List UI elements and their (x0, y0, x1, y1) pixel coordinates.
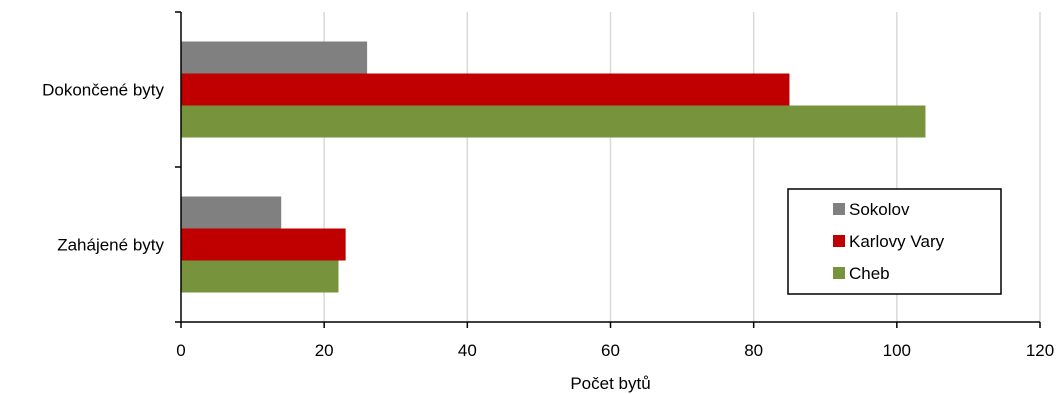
legend-swatch (833, 267, 845, 279)
x-tick-label: 60 (601, 341, 620, 360)
legend-box (787, 188, 1002, 295)
x-axis-title: Počet bytů (570, 374, 650, 393)
legend-label: Karlovy Vary (849, 232, 945, 251)
bar-cheb (181, 105, 926, 138)
bar-karlovy-vary (181, 73, 790, 106)
category-label: Zahájené byty (57, 236, 164, 255)
category-labels: Dokončené byty Zahájené byty (42, 81, 164, 255)
bar-cheb (181, 260, 339, 293)
legend-label: Cheb (849, 264, 890, 283)
x-tick-label: 40 (458, 341, 477, 360)
bar-sokolov (181, 41, 368, 74)
legend-label: Sokolov (849, 200, 910, 219)
legend-swatch (833, 235, 845, 247)
bars (181, 41, 926, 293)
x-tick-label: 100 (883, 341, 911, 360)
x-tick-labels: 0 20 40 60 80 100 120 (176, 341, 1054, 360)
x-tick-label: 0 (176, 341, 185, 360)
bar-karlovy-vary (181, 228, 346, 261)
category-label: Dokončené byty (42, 81, 164, 100)
bar-sokolov (181, 196, 282, 229)
legend: Sokolov Karlovy Vary Cheb (787, 188, 1002, 295)
x-tick-label: 20 (315, 341, 334, 360)
axes (175, 11, 1041, 328)
x-tick-label: 80 (744, 341, 763, 360)
legend-swatch (833, 203, 845, 215)
x-tick-label: 120 (1026, 341, 1054, 360)
